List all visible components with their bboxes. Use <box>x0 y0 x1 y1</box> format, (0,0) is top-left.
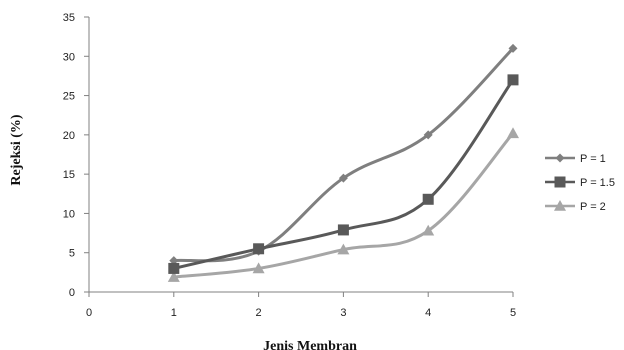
y-axis-title: Rejeksi (%) <box>9 114 24 185</box>
axes: 0 5 10 15 20 25 30 35 0 1 2 3 4 5 <box>63 12 516 319</box>
legend-item: P = 2 <box>545 200 606 213</box>
legend-label: P = 1 <box>580 153 606 165</box>
series-2 <box>168 74 519 274</box>
y-tick-label: 5 <box>69 248 75 260</box>
legend-swatch-marker <box>554 200 566 211</box>
series-3 <box>167 127 519 282</box>
data-point <box>423 130 433 140</box>
legend: P = 1 P = 1.5 P = 2 <box>545 153 615 213</box>
series-layer <box>167 43 519 282</box>
data-point <box>422 193 434 205</box>
data-point <box>422 224 435 236</box>
data-point <box>507 127 519 139</box>
y-tick-label: 35 <box>63 12 75 24</box>
x-tick-label: 1 <box>171 307 177 319</box>
x-tick-label: 4 <box>425 307 431 319</box>
y-tick-label: 25 <box>63 91 75 103</box>
data-point <box>253 243 265 255</box>
legend-item: P = 1.5 <box>545 176 615 189</box>
data-point <box>252 262 265 274</box>
data-point <box>168 262 180 274</box>
y-tick-label: 30 <box>63 51 75 63</box>
data-point <box>337 243 350 255</box>
x-tick-label: 2 <box>256 307 262 319</box>
x-tick-label: 3 <box>340 307 346 319</box>
data-point <box>337 224 349 236</box>
data-point <box>508 43 518 53</box>
legend-label: P = 2 <box>580 201 606 213</box>
legend-swatch-marker <box>555 153 565 163</box>
data-point <box>169 256 179 266</box>
y-tick-label: 10 <box>63 208 75 220</box>
y-tick-label: 15 <box>63 169 75 181</box>
y-tick-label: 20 <box>63 130 75 142</box>
x-axis-title: Jenis Membran <box>263 339 357 350</box>
legend-swatch-marker <box>554 176 566 188</box>
x-tick-label: 0 <box>86 307 92 319</box>
data-point <box>507 74 519 86</box>
legend-item: P = 1 <box>545 153 606 165</box>
x-tick-label: 5 <box>510 307 516 319</box>
data-point <box>338 173 348 183</box>
data-point <box>167 271 180 282</box>
legend-label: P = 1.5 <box>580 177 615 189</box>
y-tick-label: 0 <box>69 287 75 299</box>
